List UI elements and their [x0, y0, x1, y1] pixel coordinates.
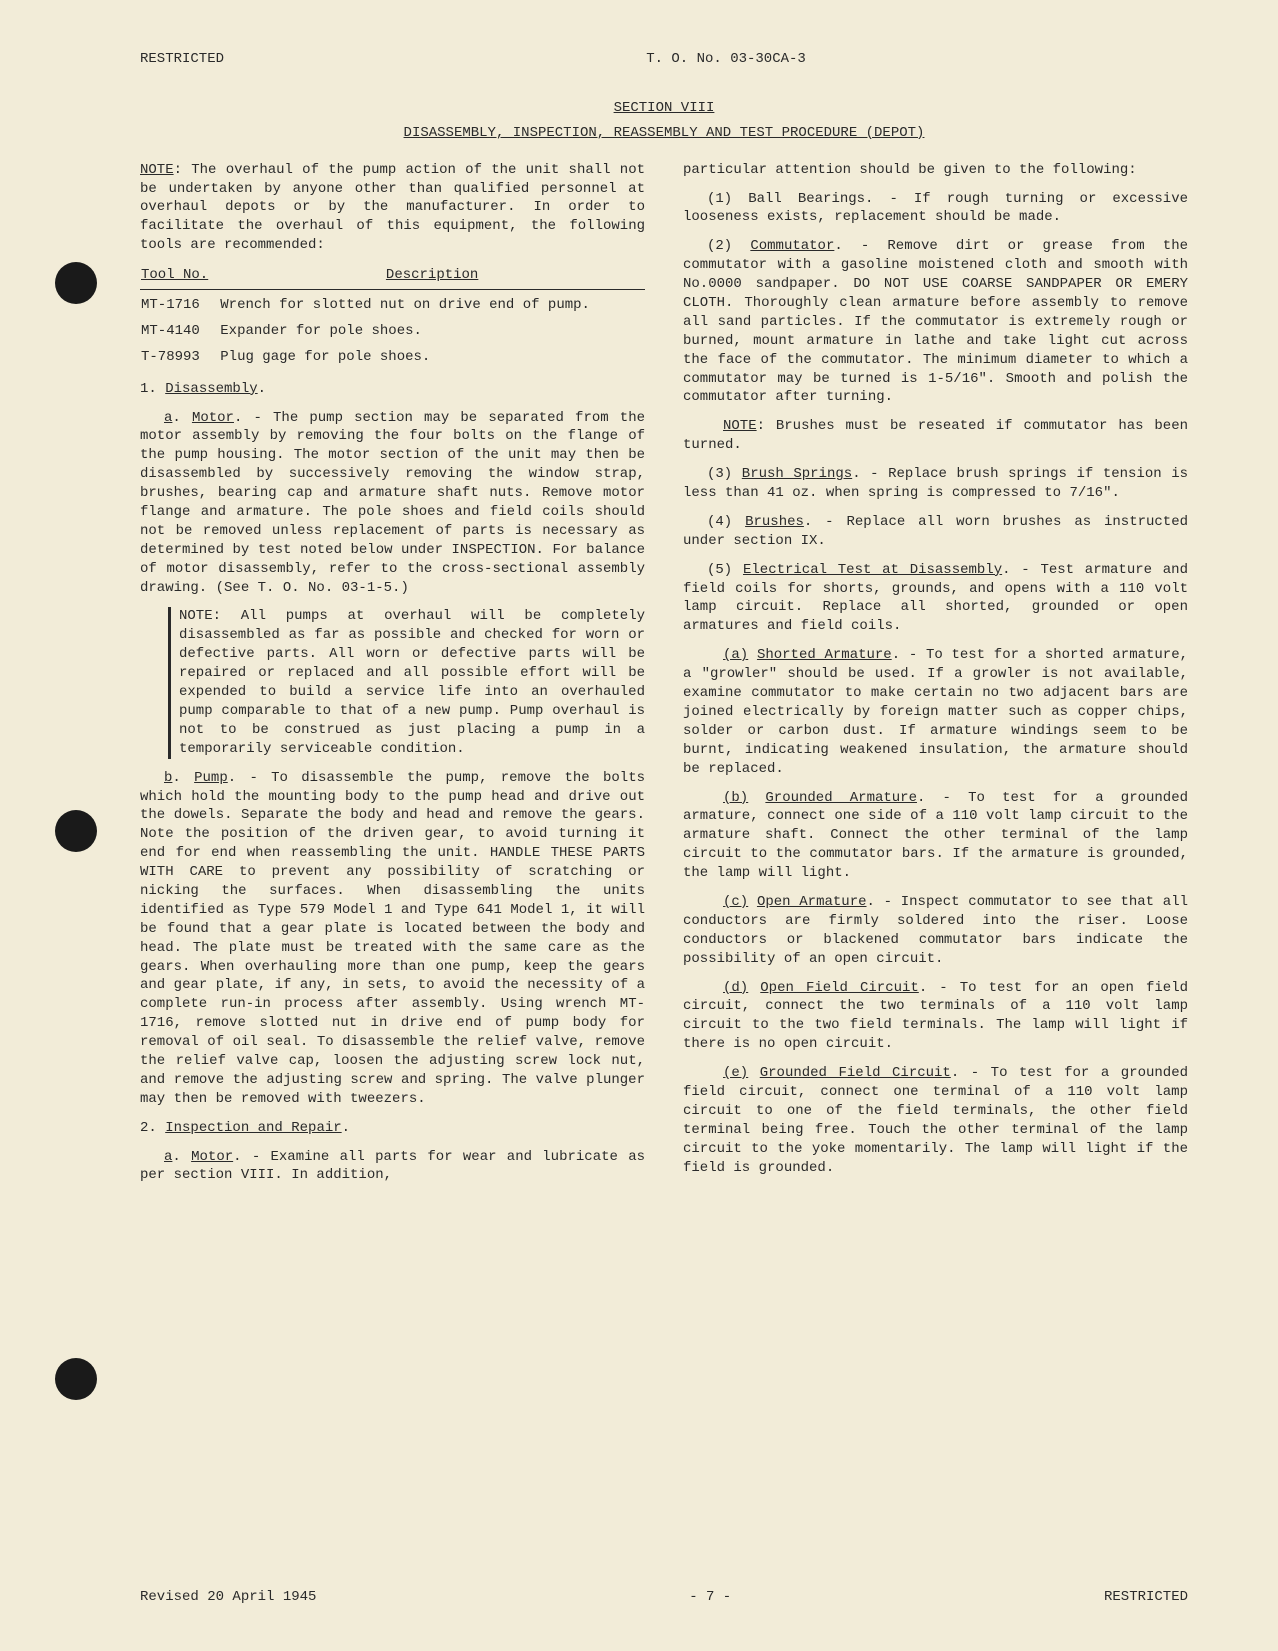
pd-num: (d) [723, 980, 748, 996]
b-label: Pump [194, 770, 228, 786]
table-row: MT-1716 Wrench for slotted nut on drive … [140, 290, 645, 316]
punch-hole [55, 262, 97, 304]
revised-date: Revised 20 April 1945 [140, 1588, 316, 1607]
pb-num: (b) [723, 790, 748, 806]
restricted-footer: RESTRICTED [1104, 1588, 1188, 1607]
pa-text: . - To test for a shorted armature, a "g… [683, 647, 1188, 776]
para-b: (b) Grounded Armature. - To test for a g… [683, 789, 1188, 883]
tool-no: T-78993 [140, 342, 219, 368]
pa-label: Shorted Armature [757, 647, 892, 663]
b-letter: b [164, 770, 172, 786]
para-pump: b. Pump. - To disassemble the pump, remo… [140, 769, 645, 1109]
p5-label: Electrical Test at Disassembly [743, 562, 1002, 578]
table-row: MT-4140 Expander for pole shoes. [140, 316, 645, 342]
restricted-label: RESTRICTED [140, 50, 224, 69]
p5-num: (5) [707, 562, 732, 578]
pc-label: Open Armature [757, 894, 867, 910]
h1-label: Disassembly [165, 381, 257, 397]
tools-header-desc: Description [219, 265, 645, 289]
p2-label: Commutator [750, 238, 834, 254]
left-column: NOTE: The overhaul of the pump action of… [140, 161, 645, 1196]
tool-desc: Plug gage for pole shoes. [219, 342, 645, 368]
h2-label: Inspection and Repair [165, 1120, 341, 1136]
tool-no: MT-4140 [140, 316, 219, 342]
a-letter: a [164, 410, 172, 426]
table-row: T-78993 Plug gage for pole shoes. [140, 342, 645, 368]
p3-label: Brush Springs [742, 466, 852, 482]
tool-desc: Expander for pole shoes. [219, 316, 645, 342]
note-block: NOTE: All pumps at overhaul will be comp… [168, 607, 645, 758]
para-5: (5) Electrical Test at Disassembly. - Te… [683, 561, 1188, 637]
para-4: (4) Brushes. - Replace all worn brushes … [683, 513, 1188, 551]
tools-header-no: Tool No. [140, 265, 219, 289]
page-number: - 7 - [689, 1588, 731, 1607]
pe-num: (e) [723, 1065, 748, 1081]
para-e: (e) Grounded Field Circuit. - To test fo… [683, 1064, 1188, 1177]
para-2: (2) Commutator. - Remove dirt or grease … [683, 237, 1188, 407]
h2-num: 2. [140, 1120, 157, 1136]
section-subtitle: DISASSEMBLY, INSPECTION, REASSEMBLY AND … [140, 124, 1188, 143]
intro-note: NOTE: The overhaul of the pump action of… [140, 161, 645, 255]
punch-hole [55, 810, 97, 852]
a-text: . - The pump section may be separated fr… [140, 410, 645, 596]
para-3: (3) Brush Springs. - Replace brush sprin… [683, 465, 1188, 503]
a2-letter: a [164, 1149, 172, 1165]
b-text: . - To disassemble the pump, remove the … [140, 770, 645, 1107]
pc-num: (c) [723, 894, 748, 910]
pb-label: Grounded Armature [765, 790, 917, 806]
pb-text: . - To test for a grounded armature, con… [683, 790, 1188, 882]
p2-text: . - Remove dirt or grease from the commu… [683, 238, 1188, 405]
pa-num: (a) [723, 647, 748, 663]
para-c: (c) Open Armature. - Inspect commutator … [683, 893, 1188, 969]
para-motor2: a. Motor. - Examine all parts for wear a… [140, 1148, 645, 1186]
para-d: (d) Open Field Circuit. - To test for an… [683, 979, 1188, 1055]
para-motor: a. Motor. - The pump section may be sepa… [140, 409, 645, 598]
note-block-text: NOTE: All pumps at overhaul will be comp… [179, 607, 645, 758]
note-2: NOTE: Brushes must be reseated if commut… [683, 417, 1188, 455]
para-intro: particular attention should be given to … [683, 161, 1188, 180]
pd-label: Open Field Circuit [760, 980, 919, 996]
footer: Revised 20 April 1945 - 7 - RESTRICTED [140, 1588, 1188, 1607]
punch-hole [55, 1358, 97, 1400]
pd-text: . - To test for an open field circuit, c… [683, 980, 1188, 1053]
section-title: SECTION VIII [140, 99, 1188, 118]
tools-table: Tool No. Description MT-1716 Wrench for … [140, 265, 645, 368]
tool-no: MT-1716 [140, 290, 219, 316]
heading-inspection: 2. Inspection and Repair. [140, 1119, 645, 1138]
pe-text: . - To test for a grounded field circuit… [683, 1065, 1188, 1175]
a2-label: Motor [191, 1149, 233, 1165]
pe-label: Grounded Field Circuit [760, 1065, 951, 1081]
para-a: (a) Shorted Armature. - To test for a sh… [683, 646, 1188, 778]
heading-disassembly: 1. Disassembly. [140, 380, 645, 399]
header-row: RESTRICTED T. O. No. 03-30CA-3 [140, 50, 1188, 69]
p2-num: (2) [707, 238, 732, 254]
para-1: (1) Ball Bearings. - If rough turning or… [683, 190, 1188, 228]
tool-desc: Wrench for slotted nut on drive end of p… [219, 290, 645, 316]
p4-num: (4) [707, 514, 732, 530]
to-number: T. O. No. 03-30CA-3 [646, 50, 806, 69]
note2-text: : Brushes must be reseated if commutator… [683, 418, 1188, 453]
p4-label: Brushes [745, 514, 804, 530]
a-label: Motor [192, 410, 234, 426]
h1-num: 1. [140, 381, 157, 397]
p3-num: (3) [707, 466, 732, 482]
note-label: NOTE [140, 162, 174, 178]
document-page: RESTRICTED T. O. No. 03-30CA-3 SECTION V… [0, 0, 1278, 1651]
note-text: : The overhaul of the pump action of the… [140, 162, 645, 254]
note2-label: NOTE [723, 418, 757, 434]
content-columns: NOTE: The overhaul of the pump action of… [140, 161, 1188, 1196]
right-column: particular attention should be given to … [683, 161, 1188, 1196]
